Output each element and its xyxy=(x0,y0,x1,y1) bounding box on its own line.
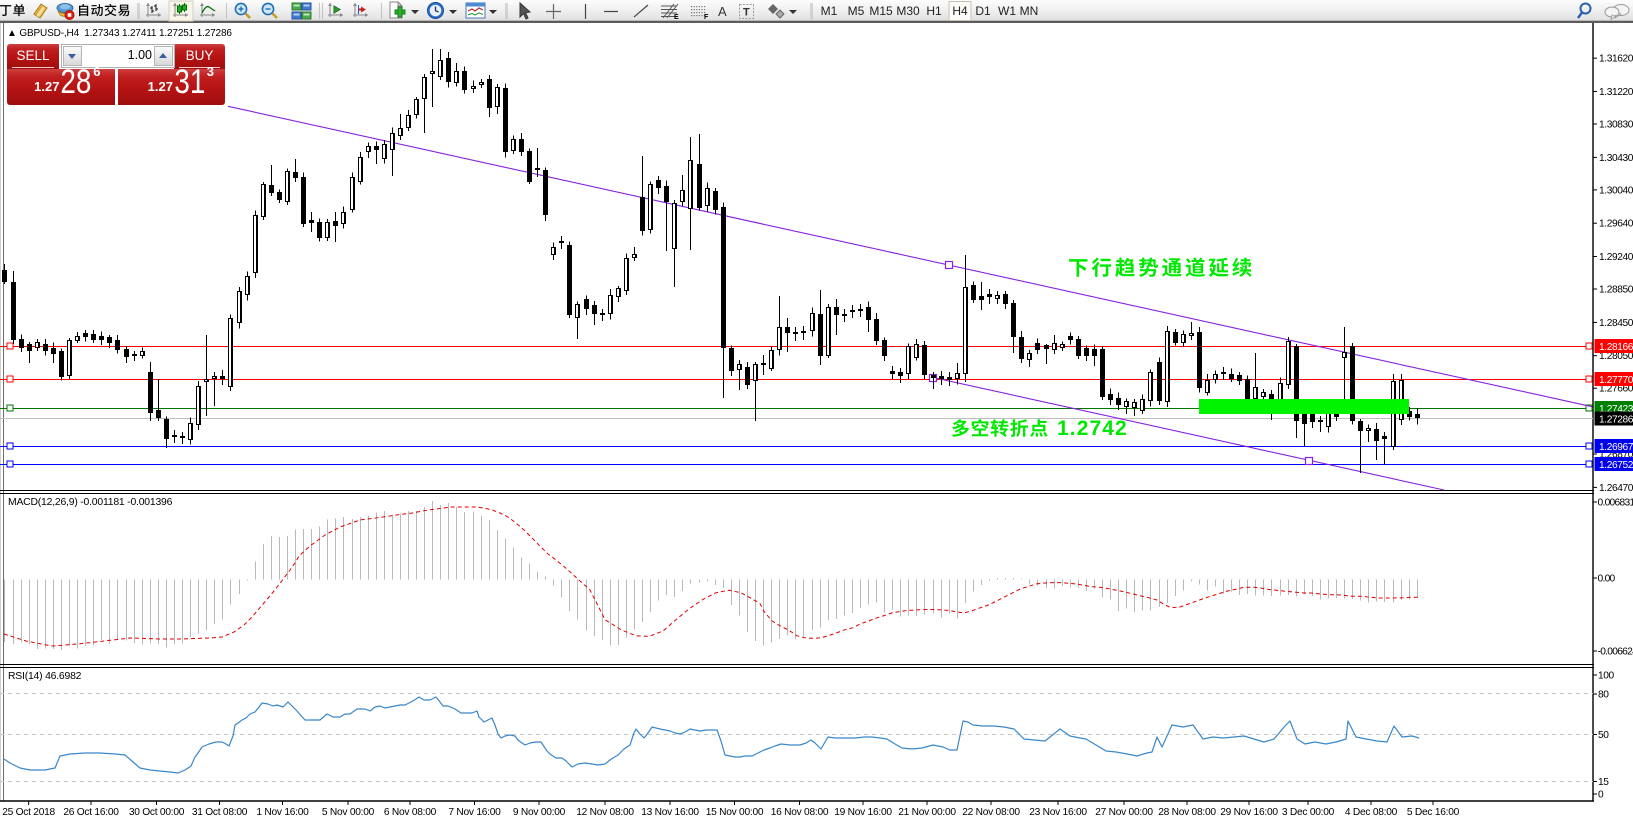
svg-text:1.28166: 1.28166 xyxy=(1599,342,1633,353)
svg-text:13 Nov 16:00: 13 Nov 16:00 xyxy=(641,807,699,818)
svg-text:16 Nov 08:00: 16 Nov 08:00 xyxy=(771,807,829,818)
svg-text:H4: H4 xyxy=(952,4,968,18)
svg-text:RSI(14) 46.6982: RSI(14) 46.6982 xyxy=(8,671,82,682)
svg-text:1.27770: 1.27770 xyxy=(1599,375,1633,386)
svg-text:M5: M5 xyxy=(848,4,865,18)
svg-text:7 Nov 16:00: 7 Nov 16:00 xyxy=(448,807,501,818)
svg-text:1.31220: 1.31220 xyxy=(1599,87,1633,98)
svg-text:15 Nov 00:00: 15 Nov 00:00 xyxy=(706,807,764,818)
svg-text:4 Dec 08:00: 4 Dec 08:00 xyxy=(1345,807,1398,818)
svg-text:9 Nov 00:00: 9 Nov 00:00 xyxy=(513,807,566,818)
svg-text:-0.006624: -0.006624 xyxy=(1598,647,1633,658)
svg-text:1.2742: 1.2742 xyxy=(1057,417,1128,440)
svg-text:1.26470: 1.26470 xyxy=(1599,483,1633,494)
svg-text:MACD(12,26,9) -0.001181 -0.001: MACD(12,26,9) -0.001181 -0.001396 xyxy=(8,497,173,508)
svg-text:1.26752: 1.26752 xyxy=(1599,460,1633,471)
svg-text:1.27660: 1.27660 xyxy=(1599,384,1633,395)
svg-text:27 Nov 00:00: 27 Nov 00:00 xyxy=(1095,807,1153,818)
svg-text:30 Oct 00:00: 30 Oct 00:00 xyxy=(129,807,185,818)
svg-text:19 Nov 16:00: 19 Nov 16:00 xyxy=(834,807,892,818)
svg-text:29 Nov 16:00: 29 Nov 16:00 xyxy=(1220,807,1278,818)
svg-text:0.00: 0.00 xyxy=(1598,574,1616,585)
svg-text:1.27286: 1.27286 xyxy=(1599,414,1633,425)
svg-text:26 Oct 16:00: 26 Oct 16:00 xyxy=(63,807,119,818)
svg-text:50: 50 xyxy=(1598,730,1609,741)
svg-text:28 Nov 08:00: 28 Nov 08:00 xyxy=(1158,807,1216,818)
svg-text:23 Nov 16:00: 23 Nov 16:00 xyxy=(1029,807,1087,818)
svg-text:0: 0 xyxy=(1598,790,1604,801)
svg-text:22 Nov 08:00: 22 Nov 08:00 xyxy=(962,807,1020,818)
svg-text:6 Nov 08:00: 6 Nov 08:00 xyxy=(384,807,437,818)
svg-text:1.31620: 1.31620 xyxy=(1599,54,1633,65)
svg-text:1.29640: 1.29640 xyxy=(1599,219,1633,230)
svg-text:T: T xyxy=(743,7,750,19)
svg-text:100: 100 xyxy=(1598,671,1615,682)
svg-text:1.28050: 1.28050 xyxy=(1599,351,1633,362)
svg-text:1.30040: 1.30040 xyxy=(1599,185,1633,196)
svg-text:E: E xyxy=(674,14,679,21)
svg-text:80: 80 xyxy=(1598,690,1609,701)
svg-text:1.28850: 1.28850 xyxy=(1599,285,1633,296)
svg-text:M1: M1 xyxy=(821,4,838,18)
svg-text:21 Nov 00:00: 21 Nov 00:00 xyxy=(898,807,956,818)
svg-text:1.26870: 1.26870 xyxy=(1599,450,1633,461)
svg-text:W1: W1 xyxy=(998,4,1016,18)
svg-text:1 Nov 16:00: 1 Nov 16:00 xyxy=(256,807,309,818)
svg-text:5 Nov 00:00: 5 Nov 00:00 xyxy=(322,807,375,818)
svg-text:1.28450: 1.28450 xyxy=(1599,318,1633,329)
svg-text:1.29240: 1.29240 xyxy=(1599,252,1633,263)
svg-text:1.26967: 1.26967 xyxy=(1599,442,1633,453)
svg-text:0.006831: 0.006831 xyxy=(1598,498,1633,509)
svg-text:H1: H1 xyxy=(926,4,942,18)
svg-text:3 Dec 00:00: 3 Dec 00:00 xyxy=(1282,807,1335,818)
svg-text:M15: M15 xyxy=(869,4,893,18)
svg-text:25 Oct 2018: 25 Oct 2018 xyxy=(2,807,55,818)
svg-text:M30: M30 xyxy=(896,4,920,18)
svg-text:12 Nov 08:00: 12 Nov 08:00 xyxy=(576,807,634,818)
svg-text:31 Oct 08:00: 31 Oct 08:00 xyxy=(192,807,248,818)
svg-text:1.27423: 1.27423 xyxy=(1599,404,1633,415)
svg-text:1.30430: 1.30430 xyxy=(1599,153,1633,164)
svg-text:F: F xyxy=(704,14,709,21)
svg-text:5 Dec 16:00: 5 Dec 16:00 xyxy=(1407,807,1460,818)
svg-text:A: A xyxy=(718,4,727,19)
svg-text:15: 15 xyxy=(1598,777,1609,788)
svg-text:MN: MN xyxy=(1020,4,1039,18)
svg-text:D1: D1 xyxy=(975,4,991,18)
svg-text:1.30830: 1.30830 xyxy=(1599,120,1633,131)
